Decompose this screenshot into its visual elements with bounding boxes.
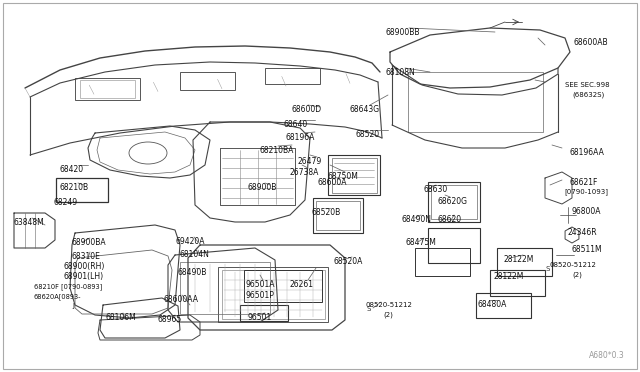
Text: 28122M: 28122M [494,272,524,281]
Text: 08520-51212: 08520-51212 [550,262,597,268]
Text: 26479: 26479 [298,157,323,166]
Text: 68640: 68640 [283,120,307,129]
Text: (2): (2) [572,272,582,279]
Text: 68620G: 68620G [437,197,467,206]
Bar [497,248,552,276]
Text: 68900BA: 68900BA [72,238,107,247]
Text: 28122M: 28122M [504,255,534,264]
Bar [244,270,322,302]
Text: 68249: 68249 [53,198,77,207]
Text: 68520B: 68520B [312,208,341,217]
Text: 68480A: 68480A [478,300,508,309]
Bar [431,185,477,219]
Text: 96501A: 96501A [245,280,275,289]
Bar [240,305,288,321]
Text: 68900BB: 68900BB [385,28,419,37]
Text: 96800A: 96800A [572,207,602,216]
Text: 68600AB: 68600AB [574,38,609,47]
Text: [0790-1093]: [0790-1093] [564,188,608,195]
Text: 68600A: 68600A [318,178,348,187]
Text: SEE SEC.998: SEE SEC.998 [565,82,610,88]
Text: 68901(LH): 68901(LH) [64,272,104,281]
Text: S: S [546,266,550,272]
Text: 68620A[0893-: 68620A[0893- [34,293,81,300]
Text: A680*0.3: A680*0.3 [589,351,625,360]
Text: 68900B: 68900B [247,183,276,192]
Bar [313,198,363,233]
Bar [490,270,545,296]
Text: 63848M: 63848M [14,218,45,227]
Text: 68520: 68520 [356,130,380,139]
Bar [332,158,377,193]
Bar [328,155,380,195]
Bar [316,201,360,230]
Text: 68210B: 68210B [60,183,89,192]
Bar [428,228,480,263]
Text: 24346R: 24346R [567,228,596,237]
Text: 68104N: 68104N [180,250,210,259]
Text: S: S [367,306,371,312]
Bar [428,182,480,222]
Text: 68965: 68965 [158,315,182,324]
Text: 68643G: 68643G [350,105,380,114]
Text: 68196AA: 68196AA [570,148,605,157]
Text: 08520-51212: 08520-51212 [366,302,413,308]
Bar [75,78,140,100]
Text: 68511M: 68511M [572,245,603,254]
Text: 68490B: 68490B [178,268,207,277]
Text: 68600AA: 68600AA [164,295,199,304]
Text: 68490N: 68490N [402,215,432,224]
Text: 68310E: 68310E [72,252,101,261]
Text: 68210F [0790-0893]: 68210F [0790-0893] [34,283,102,290]
Text: 96501: 96501 [247,313,271,322]
Text: 96501P: 96501P [245,291,274,300]
Text: 68630: 68630 [424,185,448,194]
Text: 68106M: 68106M [105,313,136,322]
Bar [415,248,470,276]
Bar [180,72,235,90]
Bar [80,80,135,98]
Text: 68900(RH): 68900(RH) [64,262,106,271]
Bar [222,270,325,319]
Text: 68210BA: 68210BA [260,146,294,155]
Bar [476,293,531,318]
Text: (68632S): (68632S) [572,92,604,99]
Bar [265,68,320,84]
Text: 68108N: 68108N [385,68,415,77]
Text: 26738A: 26738A [290,168,319,177]
Bar [180,262,270,314]
Bar [56,178,108,202]
Text: 68420: 68420 [60,165,84,174]
Text: 68620: 68620 [437,215,461,224]
Text: (2): (2) [383,312,393,318]
Bar [408,72,543,132]
Text: 26261: 26261 [290,280,314,289]
Bar [218,267,328,322]
Text: 68750M: 68750M [328,172,359,181]
Text: 68621F: 68621F [569,178,597,187]
Text: 68196A: 68196A [286,133,316,142]
Text: 69420A: 69420A [176,237,205,246]
Text: J: J [72,303,74,309]
Text: 68475M: 68475M [405,238,436,247]
Text: 68600D: 68600D [291,105,321,114]
Text: 68520A: 68520A [333,257,362,266]
